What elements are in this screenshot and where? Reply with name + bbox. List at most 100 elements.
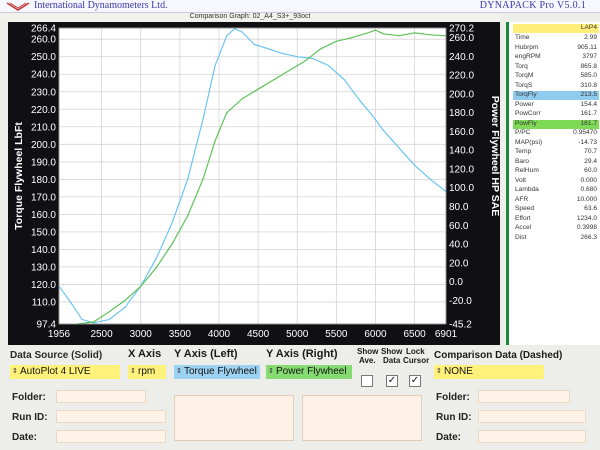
comparison-select[interactable]: ⇕ NONE (434, 365, 544, 379)
series-point (429, 178, 431, 180)
readout-label: Torq (515, 62, 528, 70)
readout-label: TorqM (515, 72, 534, 79)
readout-label: RelHum (515, 167, 539, 174)
series-point (241, 97, 244, 100)
y-right-tick-label: 220.0 (449, 71, 474, 82)
readout-label: Time (515, 34, 530, 41)
y-left-tick-label: 190.0 (31, 157, 56, 168)
readout-row: TorqFly 213.5 (513, 91, 599, 100)
comparison-label: Comparison Data (Dashed) (434, 350, 563, 361)
show-ave-checkbox[interactable] (361, 375, 373, 387)
y-right-axis-label: Power Flywheel HP SAE (489, 96, 500, 217)
y-axis-left-label: Y Axis (Left) (174, 348, 238, 360)
y-left-tick-label: 140.0 (31, 245, 56, 256)
date-field-right (478, 430, 586, 443)
series-point (155, 257, 157, 259)
run-id-label: Run ID: (12, 412, 48, 423)
y-axis-left-select[interactable]: ⇕ Torque Flywheel (174, 365, 260, 379)
readout-row: TorqM 585.0 (513, 72, 599, 81)
series-point (171, 243, 173, 245)
readout-value: 154.4 (580, 100, 597, 108)
series-point (296, 56, 298, 58)
y-right-tick-label: 160.0 (449, 127, 474, 138)
run-id-field (56, 410, 166, 423)
y-left-tick-label: 120.0 (31, 280, 56, 291)
series-point (187, 215, 189, 217)
readout-row: engRPM 3797 (513, 53, 599, 62)
updown-arrows-icon: ⇕ (130, 368, 136, 375)
readout-value: 0.95470 (573, 129, 597, 136)
y-left-axis-label: Torque Flywheel LbFt (13, 122, 25, 230)
series-point (414, 164, 416, 166)
readout-value: 0.680 (580, 186, 597, 193)
readout-label: Effort (515, 214, 531, 222)
readout-label: PowFly (515, 119, 537, 127)
readout-row: RelHum 60.0 (513, 167, 599, 176)
series-point (320, 48, 322, 50)
x-tick-label: 5000 (286, 329, 309, 340)
readout-row: PowCorr 161.7 (513, 110, 599, 119)
series-point (398, 35, 400, 37)
series-point (398, 147, 400, 149)
comparison-value: NONE (444, 366, 473, 377)
notes-box-right (302, 395, 422, 441)
y-right-tick-label: 20.0 (449, 258, 469, 269)
y-left-tick-label: 160.0 (31, 210, 56, 221)
readout-value: 161.7 (580, 119, 597, 127)
control-area: Data Source (Solid) ⇕ AutoPlot 4 LIVE X A… (0, 345, 600, 450)
readout-label: MAP(psi) (515, 138, 543, 146)
folder-field (56, 390, 146, 403)
series-point (81, 318, 83, 321)
readout-row: Accel 0.3998 (513, 224, 599, 233)
x-tick-label: 4500 (247, 329, 270, 340)
series-point (234, 28, 236, 30)
series-point (253, 43, 255, 46)
series-point (108, 318, 110, 321)
series-point (374, 29, 377, 31)
readout-value: 0.000 (580, 176, 597, 184)
readout-row: Effort 1234.0 (513, 215, 599, 224)
y-left-tick-label: 220.0 (31, 105, 56, 116)
y-axis-right-select[interactable]: ⇕ Power Flywheel (266, 365, 352, 379)
x-tick-label: 6000 (364, 329, 387, 340)
app-title: DYNAPACK Pro V5.0.1 (479, 0, 586, 11)
y-left-tick-label: 170.0 (31, 192, 56, 203)
lock-cursor-label-2: Cursor (403, 356, 430, 365)
series-point (382, 33, 384, 35)
folder-field-right (478, 390, 570, 403)
y-left-tick-label: 230.0 (31, 87, 56, 98)
data-source-select[interactable]: ⇕ AutoPlot 4 LIVE (10, 365, 120, 379)
y-right-tick-label: 180.0 (449, 108, 474, 119)
series-line-power (78, 29, 447, 325)
show-ave-label-1: Show (357, 347, 379, 356)
series-point (304, 60, 306, 62)
readout-value: 213.5 (580, 91, 597, 98)
series-point (257, 88, 259, 90)
series-point (382, 129, 384, 131)
updown-arrows-icon: ⇕ (176, 368, 182, 375)
lock-cursor-label-1: Lock (406, 347, 425, 356)
lock-cursor-checkbox[interactable]: ✓ (409, 375, 421, 387)
dyno-chart[interactable]: 1956 2500 3000 3500 4000 4500 5000 5500 6000 6500… (8, 22, 500, 345)
y-left-tick-label: 97.4 (37, 320, 57, 331)
readout-label: Volt (515, 176, 526, 184)
notes-box-left (174, 395, 294, 441)
y-left-tick-label: 150.0 (31, 227, 56, 238)
y-right-tick-label: 270.2 (449, 24, 474, 35)
x-axis-select[interactable]: ⇕ rpm (128, 365, 166, 379)
check-mark-icon: ✓ (410, 375, 420, 386)
title-bar: International Dynamometers Ltd. DYNAPACK… (0, 0, 600, 13)
series-point (214, 140, 216, 142)
folder-label: Folder: (12, 392, 46, 403)
show-data-checkbox[interactable]: ✓ (386, 375, 398, 387)
series-point (429, 34, 431, 36)
y-right-tick-label: -20.0 (449, 296, 472, 307)
readout-row: P/PC 0.95470 (513, 129, 599, 138)
readout-value: 266.3 (580, 233, 597, 241)
readout-value: 0.3998 (576, 224, 597, 231)
y-right-tick-label: 120.0 (449, 164, 474, 175)
series-point (327, 64, 330, 67)
readout-value: 3797 (582, 53, 597, 60)
series-point (171, 222, 173, 224)
readout-label: Power (515, 100, 534, 108)
